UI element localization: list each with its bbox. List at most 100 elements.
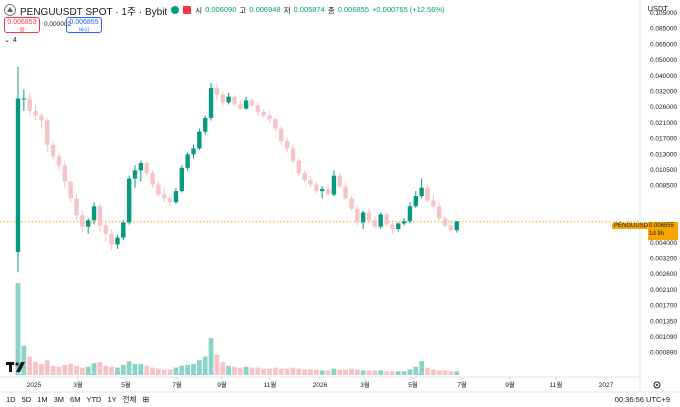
- candle-body: [437, 206, 442, 219]
- volume-bar: [454, 371, 460, 375]
- volume-bar: [196, 360, 202, 375]
- volume-bar: [56, 366, 62, 375]
- candle-body: [21, 98, 27, 100]
- time-axis[interactable]: 2025 3월 5월 7월 9월 11월 2026 3월 5월 7월 9월 11월 2027: [27, 377, 614, 389]
- candle: [355, 206, 360, 226]
- candle: [273, 117, 278, 132]
- price-tick: 0.032000: [650, 89, 677, 96]
- volume-bar: [91, 363, 97, 375]
- candle-body: [302, 172, 307, 181]
- candle-body: [290, 148, 296, 161]
- price-tick: 0.002100: [650, 287, 677, 294]
- range-3m[interactable]: 3M: [53, 395, 65, 404]
- time-tick: 5월: [121, 380, 131, 389]
- candle: [243, 96, 249, 110]
- time-tick: 2025: [27, 382, 42, 389]
- symbol-title[interactable]: PENGUUSDT SPOT · 1주 · Bybit: [20, 6, 168, 18]
- candle-body: [197, 131, 202, 149]
- tradingview-logo-icon[interactable]: [6, 362, 26, 375]
- buy-price: 0.006855: [69, 19, 99, 26]
- range-1m[interactable]: 1M: [37, 395, 48, 404]
- range-1y[interactable]: 1Y: [107, 395, 117, 404]
- candle: [214, 84, 220, 101]
- candle-body: [296, 160, 301, 173]
- candle: [156, 181, 161, 197]
- candle-body: [74, 198, 79, 216]
- range-6m[interactable]: 6M: [70, 395, 81, 404]
- price-axis[interactable]: 0.105000 0.085000 0.065000 0.050000 0.040000…: [650, 10, 677, 357]
- market-open-icon: [171, 6, 180, 14]
- volume-bar: [442, 370, 448, 375]
- candle: [138, 160, 144, 182]
- volume-bar: [85, 366, 91, 375]
- candle: [378, 212, 383, 229]
- volume-bar: [390, 371, 395, 375]
- price-tick: 0.003200: [650, 256, 677, 263]
- volume-bar: [243, 366, 249, 375]
- gear-icon[interactable]: [652, 380, 662, 390]
- volume-bar: [103, 365, 109, 375]
- candle: [173, 187, 179, 204]
- candle-body: [115, 237, 120, 245]
- candle-body: [15, 98, 21, 253]
- clock[interactable]: 00:36:56 UTC+9: [614, 395, 670, 404]
- volume-bar: [226, 365, 231, 375]
- candle: [255, 102, 261, 116]
- candle-body: [325, 189, 331, 195]
- candle: [413, 191, 418, 209]
- indicators-toggle[interactable]: ⌄ 4: [4, 36, 17, 45]
- candle: [121, 220, 126, 241]
- time-tick: 9월: [505, 380, 515, 389]
- ohlc-high-label: 고: [239, 5, 247, 15]
- volume-bar: [436, 370, 442, 375]
- flag-icon[interactable]: [183, 6, 192, 14]
- candle-body: [220, 94, 225, 103]
- candle-body: [39, 115, 44, 121]
- candle-body: [226, 96, 231, 103]
- calendar-icon[interactable]: ⊞: [142, 395, 150, 404]
- candle-body: [138, 163, 144, 171]
- volume-bar: [296, 368, 302, 375]
- time-tick: 9월: [217, 380, 227, 389]
- candle-body: [62, 165, 67, 182]
- candle: [261, 108, 266, 118]
- range-ytd[interactable]: YTD: [86, 395, 102, 404]
- price-tick: 0.021000: [650, 120, 677, 127]
- range-all[interactable]: 전체: [122, 395, 137, 404]
- currency-label[interactable]: USDT: [647, 4, 668, 13]
- price-tick: 0.013000: [650, 151, 677, 158]
- range-1d[interactable]: 1D: [6, 395, 16, 404]
- candle-body: [132, 170, 138, 179]
- candle-body: [261, 112, 266, 116]
- candle: [185, 152, 190, 171]
- candle-body: [355, 208, 360, 223]
- candle-body: [86, 220, 91, 227]
- volume-bar: [255, 367, 261, 375]
- ohlc-open-label: 시: [195, 5, 203, 15]
- candle: [360, 210, 366, 229]
- range-5d[interactable]: 5D: [21, 395, 32, 404]
- price-tick: 0.001350: [650, 318, 677, 325]
- candle-body: [384, 214, 389, 225]
- candle-body: [45, 120, 50, 145]
- candle-body: [167, 198, 173, 203]
- candle-body: [50, 144, 56, 157]
- volume-bar: [21, 345, 27, 375]
- candle: [21, 89, 27, 111]
- volume-bar: [232, 366, 237, 375]
- volume-bar: [378, 370, 384, 375]
- ohlc-high: 0.006948: [249, 4, 281, 14]
- sell-price: 0.006853: [7, 19, 37, 26]
- candle: [448, 220, 454, 233]
- price-tick: 0.105000: [650, 10, 677, 17]
- candle: [27, 93, 32, 116]
- candle-body: [191, 148, 196, 155]
- last-price-symbol: PENGUUSDT: [612, 223, 654, 229]
- buy-button[interactable]: 0.006855 바이: [66, 17, 102, 34]
- sell-button[interactable]: 0.006853 팔: [4, 17, 40, 34]
- volume-bar: [27, 356, 33, 375]
- candle-body: [372, 220, 378, 227]
- volume-bar: [302, 369, 308, 375]
- candle: [208, 83, 214, 121]
